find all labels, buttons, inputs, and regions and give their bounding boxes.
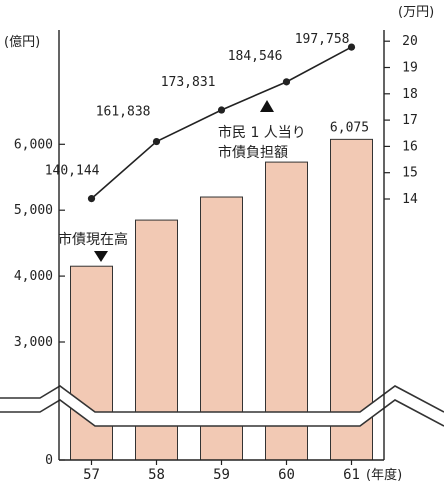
line-value-label-60: 184,546 bbox=[228, 49, 283, 64]
right-axis-tick-label: 14 bbox=[402, 192, 418, 207]
line-point-57 bbox=[87, 195, 96, 203]
x-axis-tick-label: 60 bbox=[278, 467, 295, 483]
bar-57 bbox=[70, 265, 113, 461]
bar-60 bbox=[265, 161, 308, 461]
line-series-legend-label-line1: 市民 1 人当り bbox=[218, 124, 306, 141]
line-point-61 bbox=[347, 43, 356, 51]
left-axis-tick-label: 0 bbox=[45, 453, 53, 468]
axis-break-line-top bbox=[0, 385, 444, 413]
x-axis-tick-label: 58 bbox=[148, 467, 165, 483]
x-axis-tick-label: 59 bbox=[213, 467, 230, 483]
line-value-label-57: 140,144 bbox=[45, 164, 100, 179]
right-axis-tick-label: 16 bbox=[402, 139, 418, 154]
left-axis-tick-label: 4,000 bbox=[14, 269, 53, 284]
right-axis-tick-label: 20 bbox=[402, 34, 418, 49]
line-value-label-59: 173,831 bbox=[161, 75, 216, 90]
right-axis-tick-label: 18 bbox=[402, 87, 418, 102]
line-series-legend-label-line2: 市債負担額 bbox=[218, 144, 288, 161]
line-value-label-58: 161,838 bbox=[96, 105, 151, 120]
line-series-layer bbox=[87, 43, 356, 203]
right-axis-unit-label: (万円) bbox=[398, 5, 434, 20]
bar-series-legend-label: 市債現在高 bbox=[58, 231, 128, 248]
line-point-58 bbox=[152, 137, 161, 146]
bar-61 bbox=[330, 138, 373, 461]
bar-series-marker-arrow-down bbox=[94, 251, 108, 262]
axis-break-band bbox=[0, 386, 444, 426]
bar-value-label-61: 6,075 bbox=[330, 120, 369, 135]
left-axis-unit-label: (億円) bbox=[4, 34, 40, 50]
left-axis-tick-label: 6,000 bbox=[14, 137, 53, 152]
line-point-60 bbox=[282, 78, 291, 86]
line-value-label-61: 197,758 bbox=[295, 32, 350, 47]
left-axis-tick-label: 3,000 bbox=[14, 335, 53, 350]
x-axis-tick-label: 61 bbox=[343, 467, 360, 483]
axes-layer: 0 3,000 4,000 5,000 6,000 14 15 16 17 18 19 20 57 58 5… bbox=[14, 30, 418, 483]
axis-break-layer bbox=[0, 385, 444, 427]
right-axis-tick-label: 15 bbox=[402, 166, 418, 181]
line-series-marker-arrow-up bbox=[260, 100, 274, 112]
x-axis-tick-label: 57 bbox=[83, 467, 100, 483]
right-axis-tick-label: 19 bbox=[402, 61, 418, 76]
line-point-59 bbox=[217, 106, 226, 114]
labels-layer: 6,075 140,144 161,838 173,831 184,546 197,758 bbox=[45, 32, 369, 179]
x-axis-unit-label: (年度) bbox=[366, 467, 402, 483]
line-series-path bbox=[90, 46, 352, 200]
right-axis-tick-label: 17 bbox=[402, 113, 418, 128]
axis-break-line-bottom bbox=[0, 399, 444, 427]
left-axis-tick-label: 5,000 bbox=[14, 203, 53, 218]
